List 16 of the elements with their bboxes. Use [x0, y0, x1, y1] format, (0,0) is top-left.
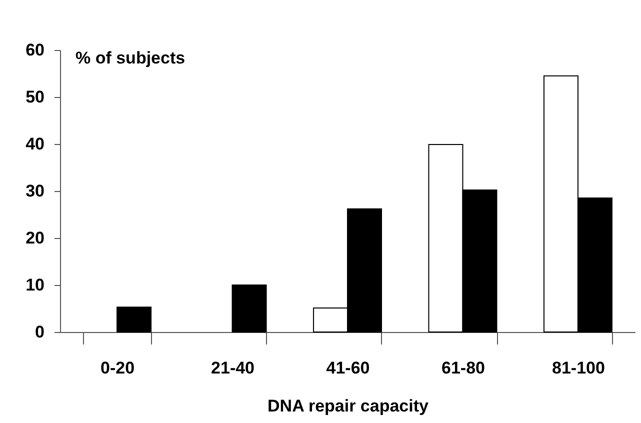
y-tick-label: 30: [26, 182, 44, 200]
y-tick-label: 60: [26, 40, 44, 60]
x-tick-label: 61-80: [441, 358, 485, 378]
x-tick-label: 81-100: [552, 358, 605, 378]
y-tick-label: 0: [35, 322, 44, 342]
y-tick-label: 10: [26, 276, 44, 294]
y-tick-label: 40: [26, 134, 44, 154]
y-tick-label: 50: [26, 88, 44, 106]
x-tick-label: 41-60: [326, 358, 370, 378]
y-tick-label: 20: [26, 228, 44, 248]
x-tick-label: 21-40: [211, 358, 255, 378]
x-tick-label: 0-20: [100, 358, 135, 378]
y-axis-title: % of subjects: [76, 48, 186, 68]
x-axis-title: DNA repair capacity: [268, 396, 430, 416]
bar: [116, 306, 152, 332]
bar: [232, 284, 267, 332]
